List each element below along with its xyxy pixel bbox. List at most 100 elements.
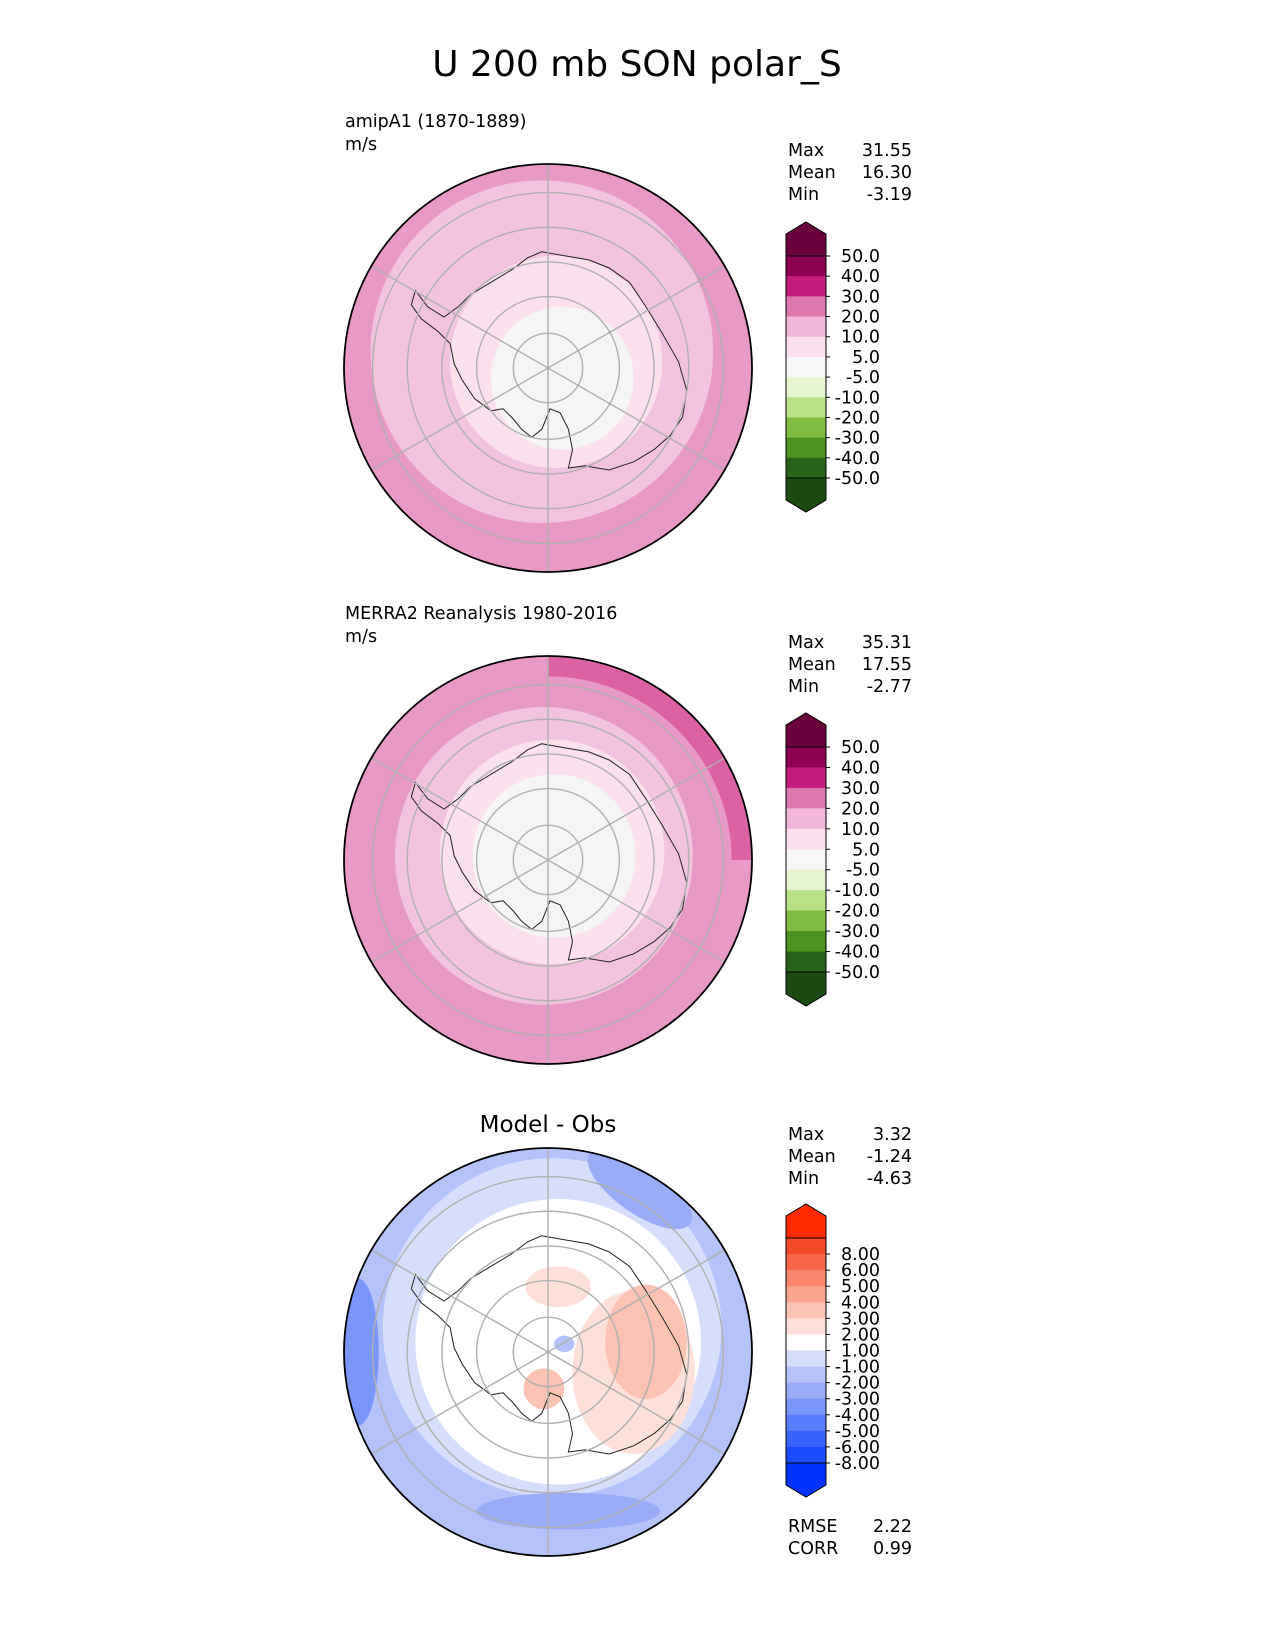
stat-value: 16.30 xyxy=(862,163,912,183)
colorbar-segment xyxy=(786,437,826,459)
colorbar-segment xyxy=(786,1430,826,1448)
colorbar: -50.0-40.0-30.0-20.0-10.0-5.05.010.020.0… xyxy=(785,221,880,513)
colorbar-segment xyxy=(786,1446,826,1464)
panel-units: m/s xyxy=(345,135,377,155)
meridian xyxy=(547,1351,726,1455)
colorbar-tick-label: -2.00 xyxy=(835,1374,880,1394)
colorbar-segment xyxy=(786,910,826,932)
colorbar-tick-label: 6.00 xyxy=(841,1261,880,1281)
colorbar-extend-max xyxy=(785,1203,827,1239)
colorbar-tick-label: -4.00 xyxy=(835,1406,880,1426)
colorbar-segment xyxy=(786,296,826,318)
colorbar-segment xyxy=(786,747,826,768)
colorbar-tick-label: 10.0 xyxy=(841,328,880,348)
polar-map xyxy=(344,656,752,1064)
panel-test: amipA1 (1870-1889) m/s Max 31.55 Mean 16.30 Mi… xyxy=(343,112,912,573)
contour-region xyxy=(523,1368,565,1410)
colorbar-segment xyxy=(786,808,826,830)
colorbar-segment xyxy=(786,1334,826,1351)
gridlines xyxy=(370,1148,726,1556)
stat-value: -3.19 xyxy=(867,185,912,205)
metric-value: 0.99 xyxy=(873,1539,912,1559)
colorbar-tick-label: -50.0 xyxy=(835,963,880,983)
colorbar-tick-label: 5.0 xyxy=(852,348,880,368)
colorbar-segment xyxy=(786,767,826,789)
figure-title: U 200 mb SON polar_S xyxy=(432,44,841,85)
stat-value: 31.55 xyxy=(862,141,912,161)
colorbar-segment xyxy=(786,316,826,338)
stat-label: Max xyxy=(788,1125,824,1145)
contour-region xyxy=(605,1284,687,1399)
panel-reference: MERRA2 Reanalysis 1980-2016 m/s Max 35.31 Me… xyxy=(343,604,912,1065)
colorbar-tick-label: 30.0 xyxy=(841,779,880,799)
colorbar-segment xyxy=(786,890,826,912)
colorbar-segment xyxy=(786,931,826,953)
stats-block: Max 35.31 Mean 17.55 Min -2.77 xyxy=(788,633,912,697)
meridian xyxy=(547,757,726,861)
meridian xyxy=(370,1249,549,1353)
gridlines xyxy=(370,656,726,1064)
colorbar-segment xyxy=(786,849,826,871)
stat-value: -1.24 xyxy=(867,1147,912,1167)
colorbar-extend-min xyxy=(785,1462,827,1498)
colorbar-tick-label: -1.00 xyxy=(835,1358,880,1378)
contour-region xyxy=(525,1266,591,1308)
colorbar-tick-label: -10.0 xyxy=(835,881,880,901)
gridlines xyxy=(370,164,726,572)
colorbar-tick-label: 20.0 xyxy=(841,799,880,819)
colorbar-tick-label: -20.0 xyxy=(835,902,880,922)
colorbar-segment xyxy=(786,1318,826,1335)
metrics-block: RMSE 2.22 CORR 0.99 xyxy=(788,1517,912,1559)
polar-map xyxy=(344,1148,752,1556)
colorbar-segment xyxy=(786,1382,826,1400)
colorbar-segment xyxy=(786,1366,826,1384)
colorbar-segment xyxy=(786,457,826,479)
stat-label: Min xyxy=(788,677,819,697)
colorbar-tick-label: 40.0 xyxy=(841,758,880,778)
panel-diff: Model - Obs Max 3.32 Mean -1.24 Min -4.63 -8.00… xyxy=(343,1112,912,1559)
colorbar-segment xyxy=(786,1270,826,1287)
colorbar-tick-label: 5.0 xyxy=(852,840,880,860)
map-boundary xyxy=(343,1147,753,1557)
colorbar-frame xyxy=(785,255,827,479)
stat-value: 35.31 xyxy=(862,633,912,653)
colorbar-tick-label: 40.0 xyxy=(841,267,880,287)
stat-label: Min xyxy=(788,1169,819,1189)
colorbar-segment xyxy=(786,1286,826,1303)
stat-label: Max xyxy=(788,141,824,161)
contour-region xyxy=(476,1492,661,1530)
meridian xyxy=(547,265,726,369)
colorbar-segment xyxy=(786,356,826,378)
colorbar-tick-label: 3.00 xyxy=(841,1309,880,1329)
colorbar: -8.00-6.00-5.00-4.00-3.00-2.00-1.001.002… xyxy=(785,1203,880,1498)
stat-label: Mean xyxy=(788,1147,836,1167)
stat-label: Min xyxy=(788,185,819,205)
panel-title-center: Model - Obs xyxy=(480,1112,617,1138)
colorbar-segment xyxy=(786,276,826,297)
colorbar-segment xyxy=(786,1254,826,1271)
colorbar-segment xyxy=(786,397,826,418)
panel-units: m/s xyxy=(345,627,377,647)
colorbar-tick-label: 8.00 xyxy=(841,1245,880,1265)
colorbar-tick-label: -5.0 xyxy=(846,368,880,388)
colorbar-tick-label: -50.0 xyxy=(835,469,880,489)
meridian xyxy=(547,1249,726,1353)
colorbar-tick-label: -5.0 xyxy=(846,861,880,881)
metric-value: 2.22 xyxy=(873,1517,912,1537)
meridian xyxy=(370,1351,549,1455)
stat-value: 17.55 xyxy=(862,655,912,675)
colorbar-tick-label: -10.0 xyxy=(835,388,880,408)
stats-block: Max 31.55 Mean 16.30 Min -3.19 xyxy=(788,141,912,205)
stat-label: Max xyxy=(788,633,824,653)
colorbar-segment xyxy=(786,256,826,277)
colorbar-tick-label: -8.00 xyxy=(835,1454,880,1474)
colorbar-tick-label: -20.0 xyxy=(835,408,880,428)
metric-label: CORR xyxy=(788,1539,838,1559)
colorbar-segment xyxy=(786,1414,826,1432)
colorbar: -50.0-40.0-30.0-20.0-10.0-5.05.010.020.0… xyxy=(785,712,880,1007)
coastline xyxy=(410,1235,688,1455)
colorbar-tick-label: 4.00 xyxy=(841,1293,880,1313)
colorbar-segment xyxy=(786,869,826,891)
panel-title: amipA1 (1870-1889) xyxy=(345,112,526,132)
